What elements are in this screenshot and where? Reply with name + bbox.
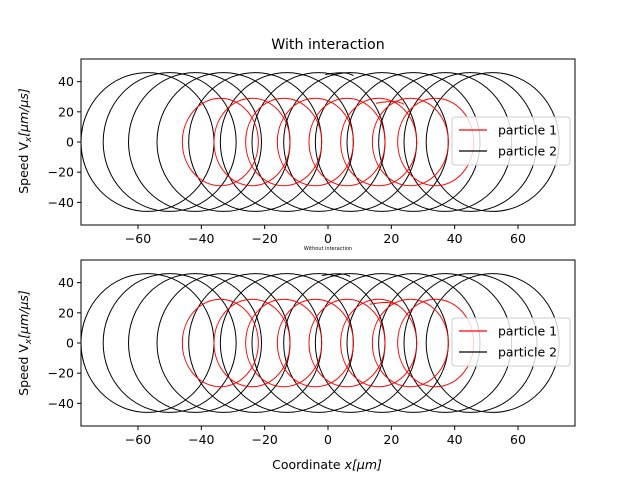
orbit-loop [308,97,386,187]
chart-panel-with-interaction: With interaction −60 −40 −20 0 20 40 60 −40 −20… [16,37,576,246]
trajectory-end [375,101,405,105]
x-axis-label-units: [μm] [352,457,382,472]
orbit-loop [371,97,449,187]
y-axis-label: Speed Vx[μm/μs] [16,290,34,396]
legend-label-particle-1: particle 1 [498,123,557,138]
y-tick-label: −20 [48,165,74,180]
y-axis-label-subscript: x [24,136,34,143]
x-tick-label: 20 [383,432,399,447]
x-tick-label: 20 [383,231,399,246]
y-tick-label: 40 [58,275,74,290]
x-tick-label: −20 [251,432,277,447]
x-tick-label: −20 [251,231,277,246]
x-axis-label-main: Coordinate [272,457,345,472]
legend: particle 1 particle 2 [451,116,571,166]
x-axis-ticks: −60 −40 −20 0 20 40 60 [125,426,526,447]
chart-title: Without interaction [304,246,352,252]
y-axis-ticks: −40 −20 0 20 40 [48,275,81,411]
orbit-loop [128,72,262,212]
trajectory-end [322,273,351,278]
legend-frame [451,116,571,166]
legend-label-particle-2: particle 2 [498,345,557,360]
x-tick-label: −60 [125,432,151,447]
legend-frame [451,317,571,367]
x-tick-label: 0 [324,231,332,246]
y-axis-label: Speed Vx[μm/μs] [16,88,34,194]
orbit-loop [245,298,323,388]
x-tick-label: −40 [188,432,214,447]
y-tick-label: 0 [66,336,74,351]
orbit-loop [340,298,418,388]
y-tick-label: −40 [48,195,74,210]
orbit-loop [371,298,449,388]
y-tick-label: −20 [48,366,74,381]
legend: particle 1 particle 2 [451,317,571,367]
x-tick-label: −40 [188,231,214,246]
x-tick-label: 40 [447,231,463,246]
x-axis-label: Coordinate x[μm] [272,457,382,472]
chart-title: With interaction [271,37,384,53]
orbit-loop [213,298,291,388]
data-curves [81,273,560,413]
y-tick-label: −40 [48,396,74,411]
x-tick-label: −60 [125,231,151,246]
x-axis-label-variable: x [344,457,353,472]
trajectory-end [325,72,354,77]
legend-label-particle-1: particle 1 [498,324,557,339]
orbit-loop [308,298,386,388]
orbit-loop [245,97,323,187]
y-axis-ticks: −40 −20 0 20 40 [48,74,81,210]
y-axis-label-main: Speed V [16,344,31,396]
orbit-loop [181,97,259,187]
y-axis-label-units: [μm/μs] [16,290,31,339]
y-axis-label-units: [μm/μs] [16,88,31,137]
y-tick-label: 20 [58,104,74,119]
y-tick-label: 20 [58,305,74,320]
series-particle-1 [181,298,475,388]
y-tick-label: 40 [58,74,74,89]
y-axis-label-subscript: x [24,338,34,345]
y-axis-label-main: Speed V [16,142,31,194]
orbit-loop [128,273,262,413]
x-tick-label: 60 [510,231,526,246]
orbit-loop [181,298,259,388]
legend-label-particle-2: particle 2 [498,144,557,159]
orbit-loop [276,97,354,187]
trajectory-end [369,302,398,306]
x-axis-ticks: −60 −40 −20 0 20 40 60 [125,225,526,246]
y-tick-label: 0 [66,135,74,150]
chart-panel-without-interaction: Without interaction −60 −40 −20 0 20 40 60 −40… [16,246,576,472]
x-tick-label: 60 [510,432,526,447]
x-tick-label: 0 [324,432,332,447]
orbit-loop [213,97,291,187]
series-particle-1 [181,97,475,187]
x-tick-label: 40 [447,432,463,447]
orbit-loop [340,97,418,187]
orbit-loop [102,72,237,212]
orbit-loop [102,273,237,413]
orbit-loop [276,298,354,388]
